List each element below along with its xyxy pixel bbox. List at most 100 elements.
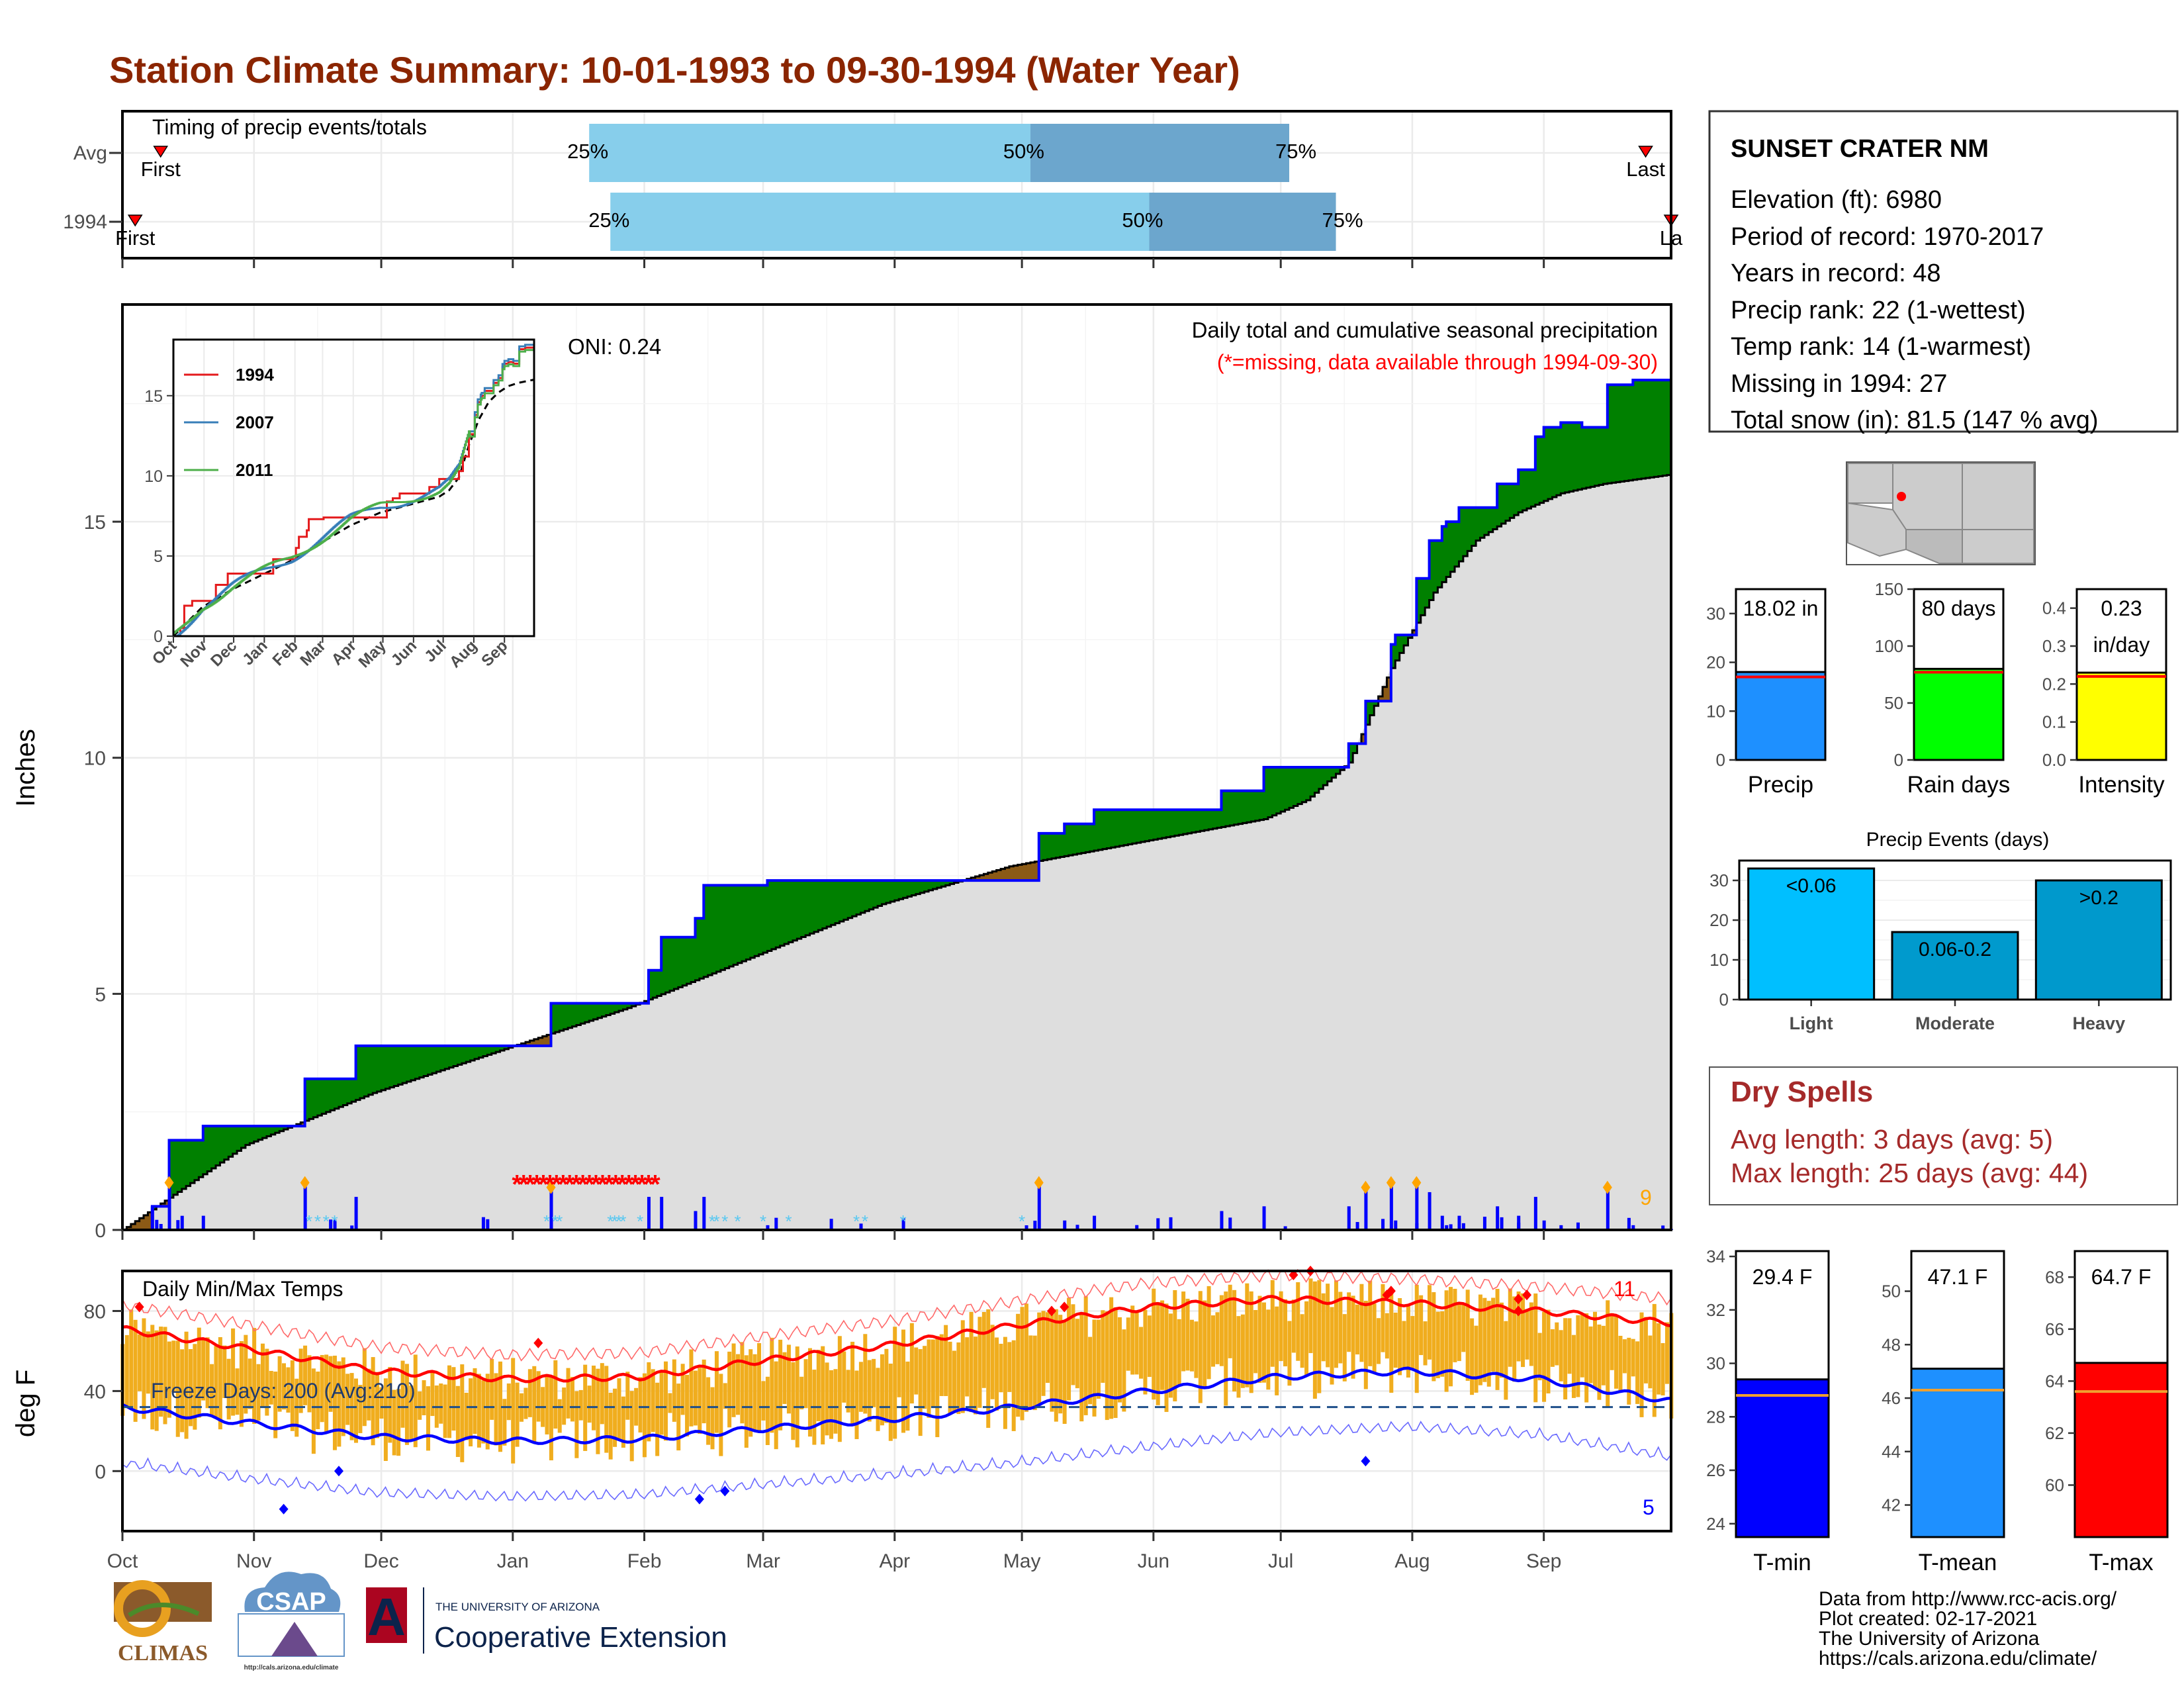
daily-temp-bar [795, 1346, 799, 1448]
surplus-area [245, 1126, 250, 1145]
daily-temp-bar [837, 1336, 842, 1442]
surplus-area [568, 1003, 573, 1028]
daily-temp-bar [1423, 1321, 1428, 1366]
average-max-line [122, 1295, 1672, 1383]
station-line: Years in record: 48 [1731, 259, 1941, 287]
surplus-area [1340, 767, 1345, 771]
daily-precip-bar [1283, 1226, 1287, 1230]
daily-temp-bar [1363, 1301, 1368, 1389]
mini-bar-tick: 0.4 [2042, 598, 2066, 618]
surplus-area [720, 885, 725, 970]
temp-bar-value-label: 47.1 F [1928, 1265, 1988, 1289]
surplus-area [322, 1078, 327, 1114]
surplus-area [338, 1078, 343, 1107]
timing-q25-label: 25% [588, 209, 629, 232]
daily-temp-bar [481, 1380, 486, 1444]
snow-marker: * [900, 1211, 907, 1231]
dry-spells-box: Dry Spells Avg length: 3 days (avg: 5) M… [1709, 1066, 2178, 1205]
record-high-marker [533, 1337, 543, 1348]
surplus-area [1531, 469, 1536, 507]
surplus-area [661, 937, 666, 994]
timing-q75-label: 75% [1275, 140, 1316, 163]
daily-temp-bar [1372, 1303, 1377, 1373]
daily-temp-bar [829, 1370, 834, 1439]
daily-temp-bar [1126, 1317, 1130, 1371]
daily-temp-bar [413, 1354, 418, 1448]
daily-temp-bar [1606, 1300, 1610, 1407]
daily-temp-bar [494, 1373, 498, 1446]
temp-bar-chart-t-max: 64.7 F 60 62 64 66 68 T-max [2045, 1250, 2169, 1575]
daily-temp-bar [1368, 1280, 1373, 1366]
daily-temp-bar [316, 1371, 320, 1429]
surplus-area [606, 1003, 611, 1015]
record-high-marker [1060, 1301, 1069, 1313]
daily-temp-bar [1542, 1311, 1547, 1402]
surplus-area [283, 1126, 289, 1130]
daily-temp-bar [332, 1355, 337, 1450]
deficit-area [148, 1212, 153, 1230]
missing-data-marker: * [538, 1170, 549, 1199]
daily-precip-bar [155, 1219, 159, 1230]
daily-temp-bar [371, 1357, 375, 1446]
daily-temp-bar [918, 1349, 923, 1436]
surplus-area [631, 1003, 637, 1007]
surplus-area [627, 1003, 632, 1008]
precip-event-y-tick: 30 [1709, 870, 1729, 890]
inset-legend-label: 2011 [236, 460, 273, 480]
surplus-area [1662, 380, 1668, 476]
surplus-area [262, 1126, 267, 1139]
record-low-marker [1361, 1456, 1371, 1467]
first-event-marker [127, 214, 143, 227]
surplus-area [1429, 540, 1434, 600]
daily-temp-bar [872, 1358, 876, 1407]
surplus-area [1204, 810, 1209, 831]
daily-temp-bar [1351, 1295, 1355, 1379]
daily-temp-bar [1529, 1302, 1533, 1366]
daily-temp-bar [714, 1351, 719, 1433]
temp-x-axis: Oct Nov Dec Jan Feb Mar Apr May Jun Jul Aug Sep [107, 1531, 1561, 1572]
surplus-area [563, 1003, 569, 1029]
surplus-area [436, 1045, 441, 1072]
record-high-marker [1514, 1293, 1524, 1305]
daily-temp-bar [485, 1374, 490, 1450]
daily-temp-bar [1533, 1293, 1538, 1403]
daily-temp-bar [248, 1358, 252, 1409]
deficit-area [165, 1200, 170, 1207]
daily-temp-bar [1601, 1325, 1606, 1385]
surplus-area [848, 880, 853, 918]
daily-temp-bar [1317, 1280, 1322, 1393]
precip-ylabel: Inches [11, 729, 40, 807]
surplus-area [216, 1126, 221, 1166]
daily-precip-bar [766, 1225, 770, 1230]
mini-bar-value [1913, 667, 2005, 761]
daily-temp-bar [358, 1385, 363, 1433]
deficit-area [1387, 677, 1392, 702]
daily-temp-bar [1482, 1297, 1487, 1382]
surplus-area [1336, 767, 1341, 774]
hot-days-count: 11 [1614, 1277, 1635, 1301]
daily-temp-bar [1334, 1280, 1338, 1368]
daily-temp-bar [1338, 1291, 1343, 1364]
surplus-area [1666, 380, 1672, 475]
deficit-area [1017, 865, 1023, 881]
daily-temp-bar [1347, 1292, 1351, 1352]
daily-temp-bar [702, 1359, 706, 1424]
daily-temp-bar [290, 1360, 295, 1431]
daily-temp-bar [621, 1396, 625, 1448]
surplus-area [1225, 790, 1230, 827]
surplus-area [665, 937, 670, 993]
deficit-area [996, 870, 1001, 881]
surplus-area [1314, 767, 1320, 793]
footer: CLIMAS CSAP http://cals.arizona.edu/clim… [114, 1571, 2117, 1671]
daily-temp-bar [698, 1368, 702, 1434]
daily-temp-bar [1079, 1313, 1084, 1422]
temp-bar-tick: 42 [1882, 1495, 1901, 1515]
daily-temp-bar [1622, 1339, 1627, 1374]
daily-temp-bar [749, 1349, 753, 1437]
record-min-line [122, 1421, 1672, 1502]
average-cumulative-area [122, 474, 1671, 1230]
daily-precip-bar [1461, 1223, 1465, 1230]
record-low-marker [334, 1466, 343, 1477]
csap-logo: CSAP http://cals.arizona.edu/climate [238, 1571, 345, 1671]
credit-line: Plot created: 02-17-2021 [1819, 1608, 2037, 1630]
